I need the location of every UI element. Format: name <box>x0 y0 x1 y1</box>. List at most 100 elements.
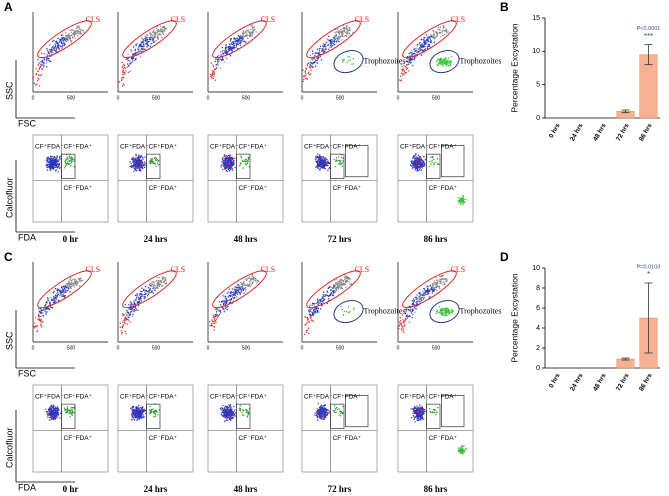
dot <box>136 419 138 421</box>
quadrant-label: CF⁺FDA⁺ <box>64 394 93 401</box>
dot <box>121 77 124 79</box>
dot <box>136 294 139 296</box>
gate-box <box>61 153 76 179</box>
dot <box>348 29 350 32</box>
dot <box>338 38 340 41</box>
dot <box>416 43 418 46</box>
dot <box>151 291 153 294</box>
dot <box>343 26 345 29</box>
dot <box>163 30 166 32</box>
dot <box>149 412 151 415</box>
dot <box>212 316 215 318</box>
dot <box>333 285 335 287</box>
dot <box>131 307 134 309</box>
dot <box>316 155 319 158</box>
dot <box>443 58 446 60</box>
dot <box>243 414 245 416</box>
dot <box>408 52 410 55</box>
dot <box>149 405 151 408</box>
time-label: 0 hr <box>63 484 79 494</box>
dot <box>229 299 232 302</box>
dot <box>232 162 234 164</box>
dot <box>303 333 306 336</box>
dot <box>153 416 155 418</box>
dot <box>439 26 442 28</box>
dot <box>137 413 139 416</box>
dot <box>74 279 76 281</box>
dot <box>439 29 441 31</box>
dot <box>215 67 218 70</box>
dot <box>154 289 156 291</box>
dot <box>49 163 52 165</box>
dot <box>316 162 318 164</box>
dot <box>315 302 317 305</box>
dot <box>215 314 218 316</box>
dot <box>250 277 253 280</box>
dot <box>348 32 351 35</box>
dot <box>349 29 351 32</box>
dot <box>224 47 227 49</box>
quadrant-label: CF⁺FDA⁺ <box>333 144 362 151</box>
dot <box>309 304 311 306</box>
dot <box>229 40 232 42</box>
dot <box>158 285 160 288</box>
dot <box>243 283 245 285</box>
dot <box>66 289 69 292</box>
dot <box>56 289 59 292</box>
dot <box>142 289 145 292</box>
dot <box>129 70 131 73</box>
dot <box>152 283 155 286</box>
dot <box>250 24 252 27</box>
dot <box>226 292 229 294</box>
dot <box>411 52 413 54</box>
dot <box>62 38 64 41</box>
dot <box>347 29 349 31</box>
dot <box>415 56 418 58</box>
tick-label: 500 <box>152 345 161 351</box>
dot <box>76 281 79 283</box>
dot <box>242 289 245 292</box>
dot <box>457 202 460 204</box>
dot <box>305 330 308 332</box>
dot <box>212 322 214 325</box>
dot <box>411 161 413 163</box>
dot <box>209 73 212 76</box>
dot <box>345 28 347 31</box>
dot <box>338 414 340 416</box>
dot <box>226 306 228 309</box>
dot <box>320 417 322 419</box>
dot <box>414 56 416 59</box>
dot <box>129 321 131 323</box>
dot <box>142 48 144 50</box>
dot <box>53 298 55 301</box>
dot <box>233 297 235 299</box>
dot <box>156 411 159 413</box>
dot <box>146 293 148 295</box>
dot <box>77 35 79 37</box>
dot <box>212 320 214 322</box>
dot <box>229 161 232 163</box>
dot <box>345 286 347 289</box>
dot <box>421 167 424 169</box>
dot <box>345 26 348 29</box>
dot <box>217 64 220 66</box>
gate-label: CLS <box>261 15 276 24</box>
dot <box>462 195 464 197</box>
dot <box>317 156 320 159</box>
dot <box>71 409 74 412</box>
dot <box>227 305 229 308</box>
dot <box>39 66 41 68</box>
dot <box>61 46 64 48</box>
dot <box>223 300 225 303</box>
dot <box>137 48 139 50</box>
dot <box>151 283 153 285</box>
dot <box>225 408 227 410</box>
dot <box>125 312 127 314</box>
dot <box>136 408 138 411</box>
dot <box>338 282 340 284</box>
dot <box>49 406 51 408</box>
dot <box>140 300 142 302</box>
dot <box>133 307 136 309</box>
dot <box>32 70 34 72</box>
dot <box>418 163 421 166</box>
